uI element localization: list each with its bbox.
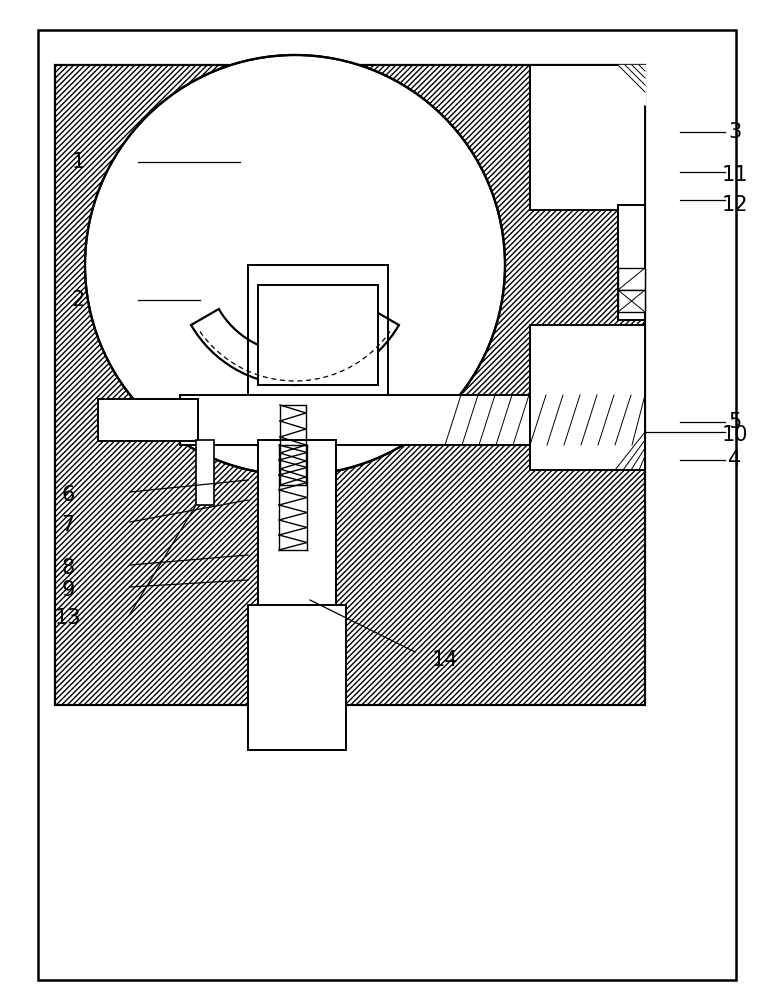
Bar (180, 395, 645, 445)
Text: 12: 12 (721, 195, 748, 215)
Bar (98, 399, 198, 441)
Text: 1: 1 (71, 152, 84, 172)
Bar (618, 205, 645, 320)
Bar (258, 440, 336, 610)
Text: 9: 9 (61, 580, 74, 600)
Bar (258, 285, 378, 385)
Text: 6: 6 (61, 485, 74, 505)
Text: 11: 11 (721, 165, 748, 185)
Bar (248, 605, 346, 750)
Bar (530, 325, 645, 470)
Bar (618, 290, 645, 312)
Bar (618, 268, 645, 290)
Text: 14: 14 (432, 650, 458, 670)
Text: 5: 5 (728, 412, 741, 432)
Text: 4: 4 (728, 450, 741, 470)
Bar (248, 265, 388, 405)
Text: 3: 3 (728, 122, 741, 142)
Text: 2: 2 (71, 290, 84, 310)
Bar (196, 440, 214, 505)
Circle shape (85, 55, 505, 475)
Bar (55, 65, 645, 705)
Text: 13: 13 (55, 608, 81, 628)
Text: 10: 10 (721, 425, 748, 445)
Text: 7: 7 (61, 515, 74, 535)
Bar (530, 65, 645, 210)
Polygon shape (618, 65, 645, 105)
Text: 8: 8 (61, 558, 74, 578)
